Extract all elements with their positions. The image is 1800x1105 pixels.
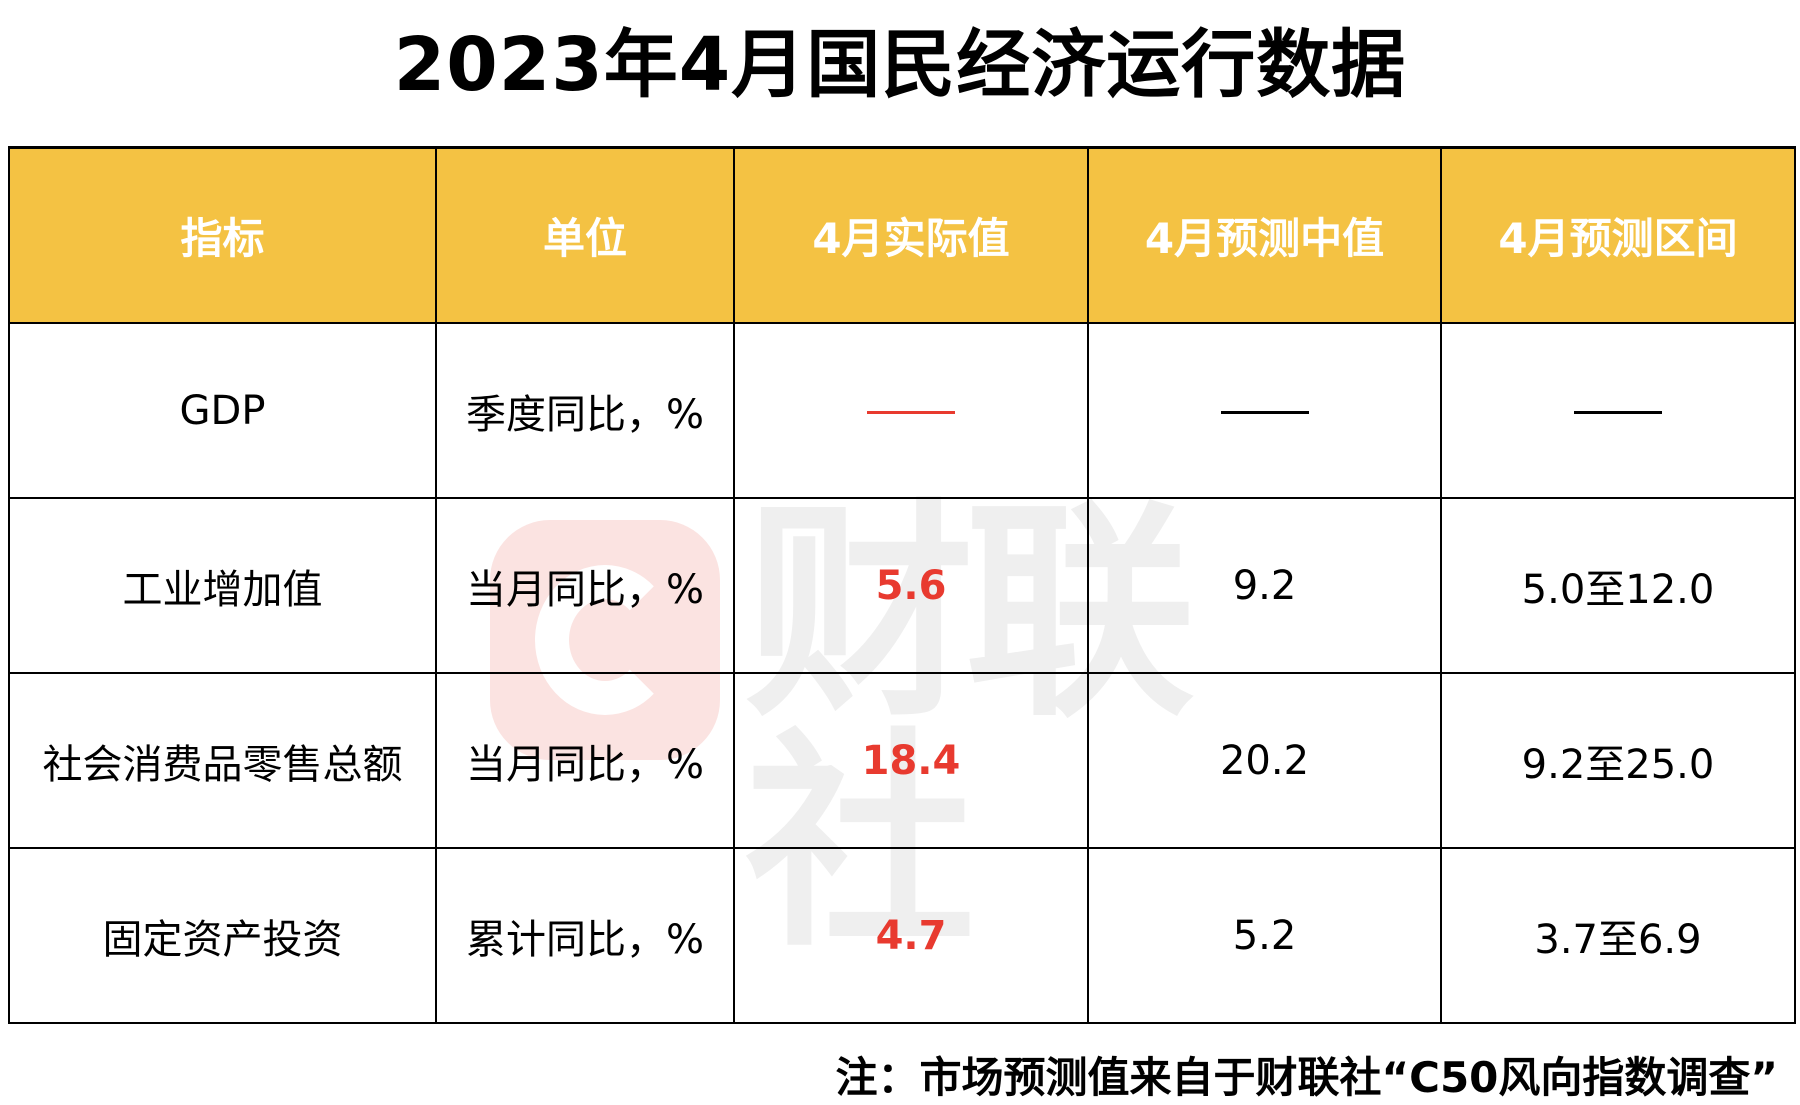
forecast-range-cell: 3.7至6.9	[1440, 847, 1796, 1024]
indicator-cell: GDP	[8, 322, 437, 499]
footnote: 注：市场预测值来自于财联社“C50风向指数调查”	[835, 1053, 1778, 1102]
header-unit: 单位	[435, 146, 735, 324]
table-row: 社会消费品零售总额 当月同比，% 18.4 20.2 9.2至25.0	[8, 672, 1796, 849]
indicator-cell: 工业增加值	[8, 497, 437, 674]
dash	[1574, 411, 1662, 414]
header-forecast-range: 4月预测区间	[1440, 146, 1796, 324]
header-actual: 4月实际值	[733, 146, 1089, 324]
forecast-range-cell	[1440, 322, 1796, 499]
page-title: 2023年4月国民经济运行数据	[393, 22, 1407, 108]
unit-cell: 当月同比，%	[435, 497, 735, 674]
actual-cell	[733, 322, 1089, 499]
table-header-row: 指标 单位 4月实际值 4月预测中值 4月预测区间	[8, 146, 1796, 324]
actual-cell: 18.4	[733, 672, 1089, 849]
forecast-range-cell: 5.0至12.0	[1440, 497, 1796, 674]
table-row: 固定资产投资 累计同比，% 4.7 5.2 3.7至6.9	[8, 847, 1796, 1024]
dash	[1220, 411, 1309, 414]
forecast-range-cell: 9.2至25.0	[1440, 672, 1796, 849]
forecast-median-cell: 20.2	[1087, 672, 1442, 849]
dash-red	[867, 411, 955, 414]
actual-cell: 4.7	[733, 847, 1089, 1024]
header-indicator: 指标	[8, 146, 437, 324]
forecast-median-cell: 9.2	[1087, 497, 1442, 674]
indicator-cell: 社会消费品零售总额	[8, 672, 437, 849]
table-row: GDP 季度同比，%	[8, 322, 1796, 499]
indicator-cell: 固定资产投资	[8, 847, 437, 1024]
forecast-median-cell	[1087, 322, 1442, 499]
data-table: 指标 单位 4月实际值 4月预测中值 4月预测区间 GDP 季度同比，% 工业增…	[8, 146, 1796, 1024]
unit-cell: 季度同比，%	[435, 322, 735, 499]
table-row: 工业增加值 当月同比，% 5.6 9.2 5.0至12.0	[8, 497, 1796, 674]
actual-cell: 5.6	[733, 497, 1089, 674]
unit-cell: 累计同比，%	[435, 847, 735, 1024]
unit-cell: 当月同比，%	[435, 672, 735, 849]
header-forecast-median: 4月预测中值	[1087, 146, 1442, 324]
forecast-median-cell: 5.2	[1087, 847, 1442, 1024]
